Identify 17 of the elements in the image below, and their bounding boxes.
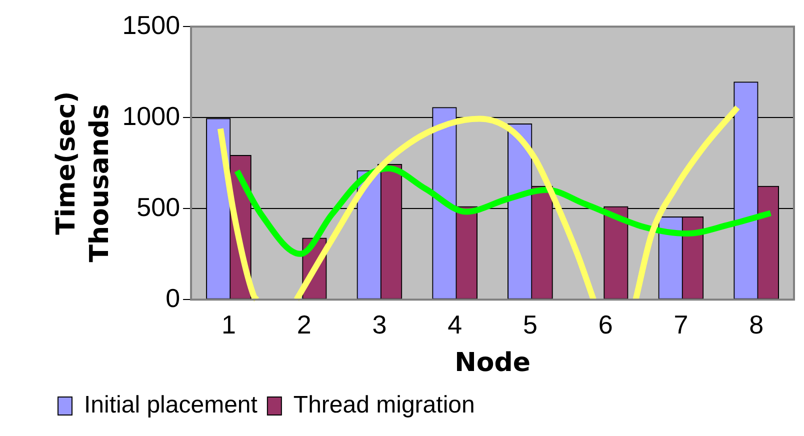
x-axis-title: Node: [454, 348, 530, 378]
x-tick-label: 6: [598, 309, 613, 340]
text: Thousands: [84, 104, 115, 262]
x-tick-label: 4: [448, 309, 462, 340]
x-tick-label: 2: [296, 309, 312, 340]
x-tick-label: 3: [372, 309, 387, 340]
y-axis-title: Time(sec): [51, 91, 82, 235]
y-tick-label: 0: [166, 282, 180, 313]
x-tick-label: 5: [522, 309, 538, 340]
legend-label: Initial placement: [84, 392, 258, 419]
y-tick-label: 500: [136, 192, 180, 222]
x-tick-label: 8: [749, 309, 764, 340]
x-tick-label: 1: [221, 309, 236, 340]
y-tick-label: 1000: [122, 100, 180, 131]
x-tick-label: 7: [674, 309, 688, 340]
y-tick-label: 1500: [122, 10, 180, 40]
legend-label: Thread migration: [293, 392, 475, 419]
